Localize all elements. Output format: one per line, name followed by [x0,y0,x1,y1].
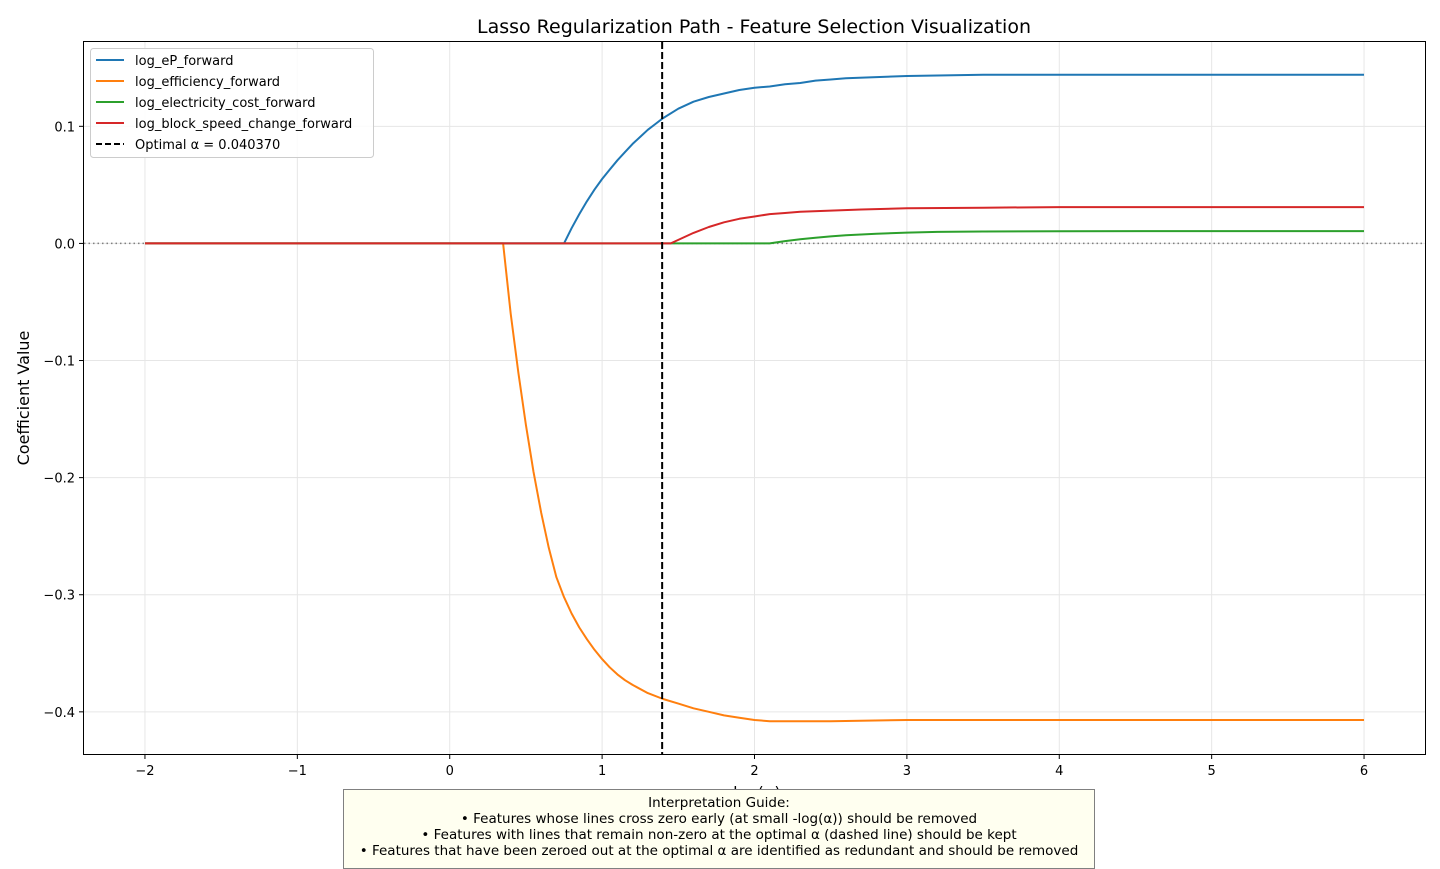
x-tick-label: 6 [1360,764,1368,779]
x-tick-label: 5 [1208,764,1216,779]
guide-line: • Features whose lines cross zero early … [460,811,978,827]
series-line-log_block_speed_change_forward [145,206,1364,245]
y-tick-label: −0.3 [43,589,75,604]
series-line-log_efficiency_forward [145,242,1364,723]
x-tick-label: 0 [446,764,454,779]
chart-title: Lasso Regularization Path - Feature Sele… [477,16,1031,38]
x-tick-label: −2 [135,764,154,779]
y-axis-label: Coefficient Value [14,331,33,466]
guide-line: • Features that have been zeroed out at … [359,843,1079,859]
x-tick-label: 1 [598,764,606,779]
y-tick-label: −0.1 [43,355,75,370]
y-tick-label: −0.4 [43,706,75,721]
legend-label: Optimal α = 0.040370 [135,138,280,153]
legend-label: log_efficiency_forward [135,75,280,90]
y-tick-label: 0.1 [54,120,75,135]
legend: log_eP_forward log_efficiency_forward log_… [90,48,374,158]
series-lines [145,73,1364,723]
x-tick-label: 3 [903,764,911,779]
x-tick-label: 2 [750,764,758,779]
guide-line: • Features with lines that remain non-ze… [421,827,1017,843]
legend-box [90,48,374,158]
legend-label: log_electricity_cost_forward [135,96,316,111]
y-tick-label: 0.0 [54,237,75,252]
y-tick-label: −0.2 [43,472,75,487]
x-tick-label: −1 [288,764,307,779]
guide-title: Interpretation Guide: [648,795,790,811]
y-ticks: −0.4 −0.3 −0.2 −0.1 0.0 0.1 [43,120,84,721]
legend-label: log_eP_forward [135,54,234,69]
interpretation-guide: Interpretation Guide: • Features whose l… [343,789,1095,869]
series-line-log_eP_forward [145,73,1364,245]
legend-label: log_block_speed_change_forward [135,117,352,132]
x-ticks: −2 −1 0 1 2 3 4 5 6 [135,754,1368,779]
series-line-log_electricity_cost_forward [145,230,1364,245]
x-tick-label: 4 [1055,764,1063,779]
